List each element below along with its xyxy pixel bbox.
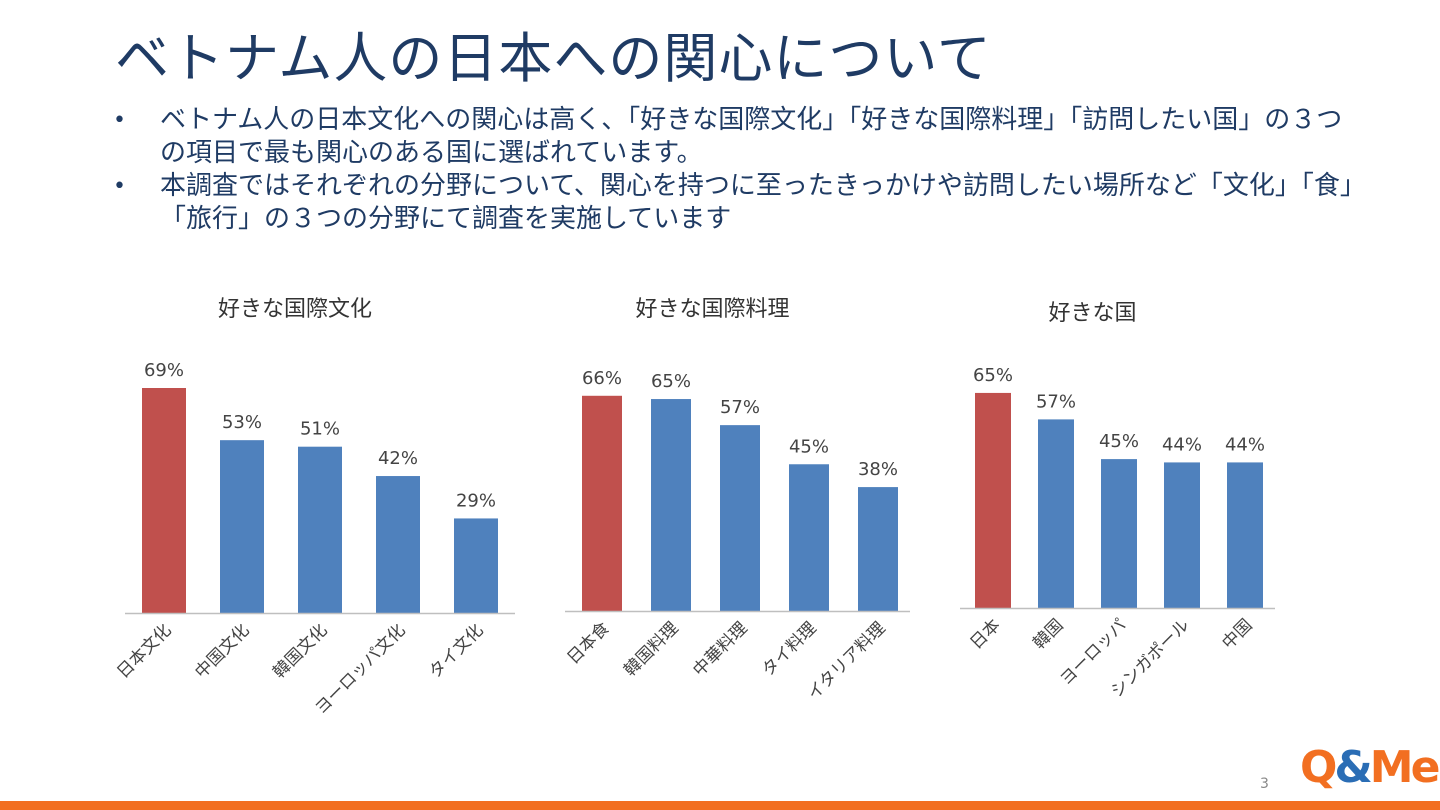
data-label: 57% [720,397,760,418]
category-label: 韓国 [1029,615,1067,653]
data-label: 65% [973,365,1013,386]
data-label: 42% [378,448,418,469]
data-label: 69% [144,360,184,381]
page-number: 3 [1260,776,1269,792]
bar [582,395,622,611]
chart-title: 好きな国際文化 [218,297,372,322]
chart-svg: 好きな国際料理66%日本食65%韓国料理57%中華料理45%タイ料理38%イタリ… [563,297,910,704]
bullet-marker: • [113,174,126,199]
bar [789,464,829,611]
data-label: 51% [300,419,340,440]
category-label: 中華料理 [689,618,751,680]
bar [142,388,186,613]
data-label: 57% [1036,391,1076,412]
data-label: 66% [582,368,622,389]
bullet-item: • ベトナム人の日本文化への関心は高く、「好きな国際文化」「好きな国際料理」「訪… [113,104,1363,170]
category-label: 中国 [1218,615,1256,653]
bar [858,487,898,611]
bullet-text: 本調査ではそれぞれの分野について、関心を持つに至ったきっかけや訪問したい場所など… [160,171,1353,234]
data-label: 65% [651,371,691,392]
chart-intl-cuisine: 好きな国際料理 66% 日本食 65% 韓国料理 57% 中華料理 45% タイ料理 38% イタリ… [560,280,925,740]
bullet-item: • 本調査ではそれぞれの分野について、関心を持つに至ったきっかけや訪問したい場所… [113,170,1363,236]
category-label: 韓国文化 [269,620,331,682]
data-label: 29% [456,490,496,511]
category-label: 韓国料理 [620,618,682,680]
category-label: 日本文化 [113,620,175,682]
data-label: 45% [789,436,829,457]
category-label: 日本食 [563,618,613,668]
bar [1227,462,1263,608]
logo-q: Q [1300,742,1337,793]
bar [651,399,691,611]
category-label: 日本 [966,615,1004,653]
bar [376,476,420,613]
bar [720,425,760,611]
chart-svg: 好きな国際文化69%日本文化53%中国文化51%韓国文化42%ヨーロッパ文化29… [113,297,515,719]
slide-title: ベトナム人の日本への関心について [115,27,992,90]
bar [1038,419,1074,608]
company-logo: Q&Me [1300,742,1440,793]
logo-amp: & [1334,742,1372,793]
chart-title: 好きな国際料理 [635,297,789,322]
bar [454,518,498,613]
chart-title: 好きな国 [1048,301,1136,326]
data-label: 44% [1225,434,1265,455]
logo-me: Me [1369,742,1440,793]
bar [1101,459,1137,608]
category-label: タイ文化 [425,620,487,682]
bar [975,392,1011,608]
bar [220,440,264,613]
bar [1164,462,1200,608]
footer-accent-bar [0,801,1440,810]
data-label: 38% [858,459,898,480]
category-label: 中国文化 [191,620,253,682]
bullet-marker: • [113,108,126,133]
bar [298,446,342,613]
data-label: 53% [222,412,262,433]
data-label: 45% [1099,431,1139,452]
category-label: タイ料理 [758,618,820,680]
bullet-list: • ベトナム人の日本文化への関心は高く、「好きな国際文化」「好きな国際料理」「訪… [113,104,1363,236]
bullet-text: ベトナム人の日本文化への関心は高く、「好きな国際文化」「好きな国際料理」「訪問し… [160,105,1343,168]
chart-favorite-country: 好きな国 65% 日本 57% 韓国 45% ヨーロッパ 44% シンガポール 44% 中国 [955,280,1290,740]
data-label: 44% [1162,434,1202,455]
chart-intl-culture: 好きな国際文化 69% 日本文化 53% 中国文化 51% 韓国文化 42% ヨーロッパ文化 29… [113,280,530,740]
